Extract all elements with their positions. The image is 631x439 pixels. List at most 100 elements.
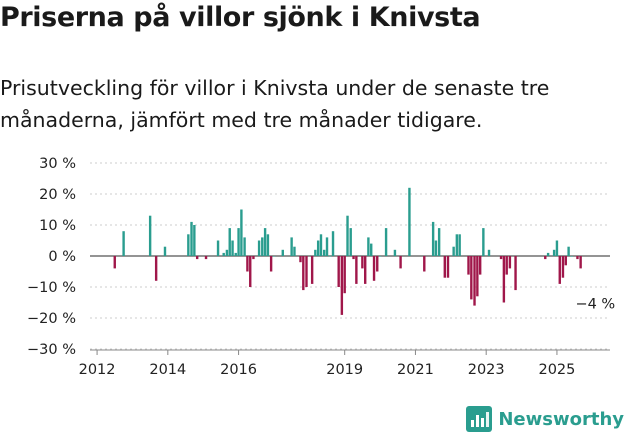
bar xyxy=(476,256,479,297)
bar xyxy=(148,215,152,256)
bar xyxy=(343,256,346,294)
y-tick-label: 20 % xyxy=(39,187,76,203)
x-tick-label: 2016 xyxy=(220,362,257,378)
bar xyxy=(252,256,255,260)
annotation-label: −4 % xyxy=(575,296,615,312)
bar xyxy=(314,249,317,256)
bar xyxy=(505,256,508,275)
bar xyxy=(269,256,273,272)
bar xyxy=(346,215,349,256)
bar xyxy=(458,234,461,256)
brand-logo: Newsworthy xyxy=(466,406,624,432)
brand-name: Newsworthy xyxy=(498,408,624,430)
bar xyxy=(372,256,376,281)
bar xyxy=(225,249,229,256)
bar xyxy=(558,256,561,284)
bar xyxy=(564,256,567,266)
bar xyxy=(570,256,573,257)
bar xyxy=(384,228,388,256)
bar xyxy=(154,256,158,281)
bar xyxy=(487,249,491,256)
bar xyxy=(552,249,556,256)
bar xyxy=(249,256,252,287)
bar xyxy=(478,256,482,275)
bar xyxy=(243,237,246,256)
bar xyxy=(261,237,264,256)
bar xyxy=(240,209,243,256)
bar xyxy=(364,256,367,284)
bar xyxy=(434,240,438,256)
bar xyxy=(408,187,411,256)
y-tick-label: 10 % xyxy=(39,218,76,234)
bar xyxy=(555,240,559,256)
y-tick-label: −10 % xyxy=(27,280,76,296)
bar xyxy=(355,256,358,284)
bar xyxy=(322,249,326,256)
bar xyxy=(473,256,476,306)
bar xyxy=(237,228,240,256)
bar xyxy=(302,256,305,291)
bar xyxy=(508,256,512,269)
bar xyxy=(231,240,234,256)
newsworthy-logo-icon xyxy=(466,406,493,432)
bar xyxy=(567,246,570,256)
bar xyxy=(502,256,506,303)
bar xyxy=(310,256,314,284)
bar xyxy=(216,240,220,256)
x-tick-label: 2012 xyxy=(79,362,116,378)
page-subtitle: Prisutveckling för villor i Knivsta unde… xyxy=(0,76,550,132)
bar xyxy=(579,256,582,269)
bar xyxy=(331,231,335,256)
bar xyxy=(337,256,340,287)
bar xyxy=(204,256,208,260)
bar xyxy=(349,228,352,256)
bar xyxy=(305,256,308,287)
bar xyxy=(399,256,402,269)
bar xyxy=(316,240,320,256)
bar xyxy=(328,256,332,257)
bar xyxy=(246,256,249,272)
bar xyxy=(482,228,485,256)
bar xyxy=(290,237,293,256)
bar xyxy=(352,256,355,260)
bar xyxy=(443,256,446,278)
bar xyxy=(263,228,267,256)
bar xyxy=(234,252,237,256)
bar xyxy=(446,256,450,278)
bar xyxy=(423,256,426,272)
bar xyxy=(452,246,455,256)
bar xyxy=(195,256,199,260)
x-tick-label: 2019 xyxy=(326,362,363,378)
bar xyxy=(281,249,284,256)
y-tick-label: 0 % xyxy=(48,249,76,265)
bar xyxy=(340,256,344,315)
x-tick-label: 2023 xyxy=(468,362,505,378)
bar xyxy=(193,225,196,256)
axis-layer: 30 % 20 % 10 % 0 % −10 % −20 % −30 %2012 2014 20… xyxy=(27,156,615,378)
bar xyxy=(293,246,296,256)
y-tick-label: 30 % xyxy=(39,156,76,172)
bar xyxy=(544,256,547,260)
x-tick-label: 2025 xyxy=(538,362,575,378)
bar xyxy=(437,228,441,256)
bar xyxy=(122,231,125,256)
bar xyxy=(325,237,329,256)
bar xyxy=(228,228,231,256)
bar xyxy=(272,256,276,257)
x-tick-label: 2014 xyxy=(149,362,186,378)
bar xyxy=(222,252,225,256)
bar xyxy=(257,240,261,256)
bar-layer xyxy=(113,187,582,315)
bar xyxy=(266,234,270,256)
bar xyxy=(163,246,167,256)
bar xyxy=(455,234,459,256)
bar xyxy=(470,256,473,300)
y-tick-label: −30 % xyxy=(27,342,76,358)
y-tick-label: −20 % xyxy=(27,311,76,327)
bar xyxy=(113,256,116,269)
bar xyxy=(576,256,579,260)
x-tick-label: 2021 xyxy=(397,362,434,378)
bar xyxy=(370,243,373,256)
bar xyxy=(546,252,550,256)
